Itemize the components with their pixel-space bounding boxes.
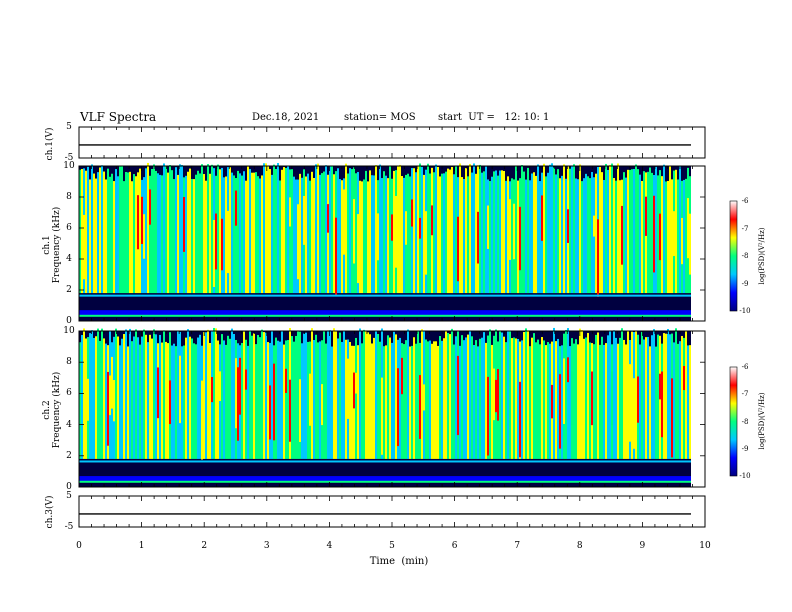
x-tick-label-6: 6 (451, 541, 458, 551)
station-label: station= MOS (344, 112, 416, 123)
colorbar-2 (729, 366, 738, 477)
x-tick-label-7: 7 (514, 541, 521, 551)
ch1-spectrogram-band-2 (79, 310, 691, 317)
figure-title: VLF Spectra (80, 110, 157, 124)
colorbar-2-tick-2: -8 (741, 417, 749, 426)
ch2-spectrogram-ytick-3: 6 (66, 388, 72, 399)
ch1-waveform-ytick-1: -5 (64, 153, 74, 163)
ch2-spectrogram-ytick-4: 8 (66, 357, 72, 368)
ch3-waveform-ylabel: ch.3(V) (45, 495, 55, 529)
ch2-spectrogram-ytick-1: 2 (66, 450, 72, 461)
ch1-spectrogram-band-1 (79, 294, 691, 297)
ch2-spectrogram-ylabel: ch.2 Frequency (kHz) (42, 371, 62, 449)
ch2-spectrogram-ytick-0: 0 (66, 482, 72, 492)
x-tick-label-9: 9 (639, 541, 646, 551)
ch1-waveform-ytick-0: 5 (66, 122, 72, 132)
ch3-waveform-ytick-0: 5 (66, 491, 72, 501)
ch3-waveform-ytick-1: -5 (64, 522, 74, 532)
colorbar-1-tick-3: -9 (741, 279, 749, 288)
colorbar-1 (729, 200, 738, 312)
x-tick-label-4: 4 (326, 541, 333, 551)
ch2-spectrogram-ytick-2: 4 (66, 419, 72, 430)
x-tick-label-0: 0 (76, 541, 82, 551)
colorbar-2-tick-4: -10 (739, 472, 751, 480)
ch2-spectrogram-ytick-5: 10 (63, 326, 75, 336)
ch1-spectrogram-ytick-3: 6 (66, 223, 72, 233)
x-tick-label-5: 5 (389, 541, 395, 551)
x-tick-label-2: 2 (201, 541, 208, 551)
ch1-spectrogram-ytick-4: 8 (66, 192, 72, 202)
x-tick-label-3: 3 (263, 541, 270, 551)
colorbar-2-label: log(PSD)(V²/Hz) (758, 392, 766, 450)
ch1-spectrogram-ytick-0: 0 (66, 316, 72, 326)
ch2-spectrogram-band-2 (79, 476, 691, 483)
ch1-spectrogram-ytick-2: 4 (66, 254, 72, 264)
colorbar-1-tick-0: -6 (741, 197, 749, 205)
colorbar-1-label: log(PSD)(V²/Hz) (758, 227, 766, 285)
x-tick-label-8: 8 (576, 541, 583, 551)
ch1-spectrogram-ytick-5: 10 (63, 161, 75, 171)
ch2-spectrogram-band-3 (79, 480, 691, 483)
colorbar-2-tick-1: -7 (741, 390, 749, 399)
colorbar-2-tick-3: -9 (741, 444, 749, 453)
date-label: Dec.18, 2021 (252, 112, 320, 123)
colorbar-1-tick-1: -7 (741, 224, 749, 233)
ch1-spectrogram-ytick-1: 2 (66, 285, 72, 295)
x-tick-label-1: 1 (138, 541, 145, 551)
ch1-waveform-ylabel: ch.1(V) (45, 127, 55, 161)
x-axis-label: Time (min) (369, 556, 429, 567)
ch1-spectrogram-ylabel: ch.1 Frequency (kHz) (42, 206, 62, 284)
colorbar-1-tick-4: -10 (739, 307, 751, 315)
ch1-spectrogram-band-3 (79, 314, 691, 317)
ch2-spectrogram-band-1 (79, 460, 691, 463)
start-time-label: start UT = 12: 10: 1 (438, 112, 550, 123)
colorbar-2-tick-0: -6 (741, 363, 749, 371)
colorbar-1-tick-2: -8 (741, 252, 749, 260)
x-tick-label-10: 10 (699, 541, 711, 551)
